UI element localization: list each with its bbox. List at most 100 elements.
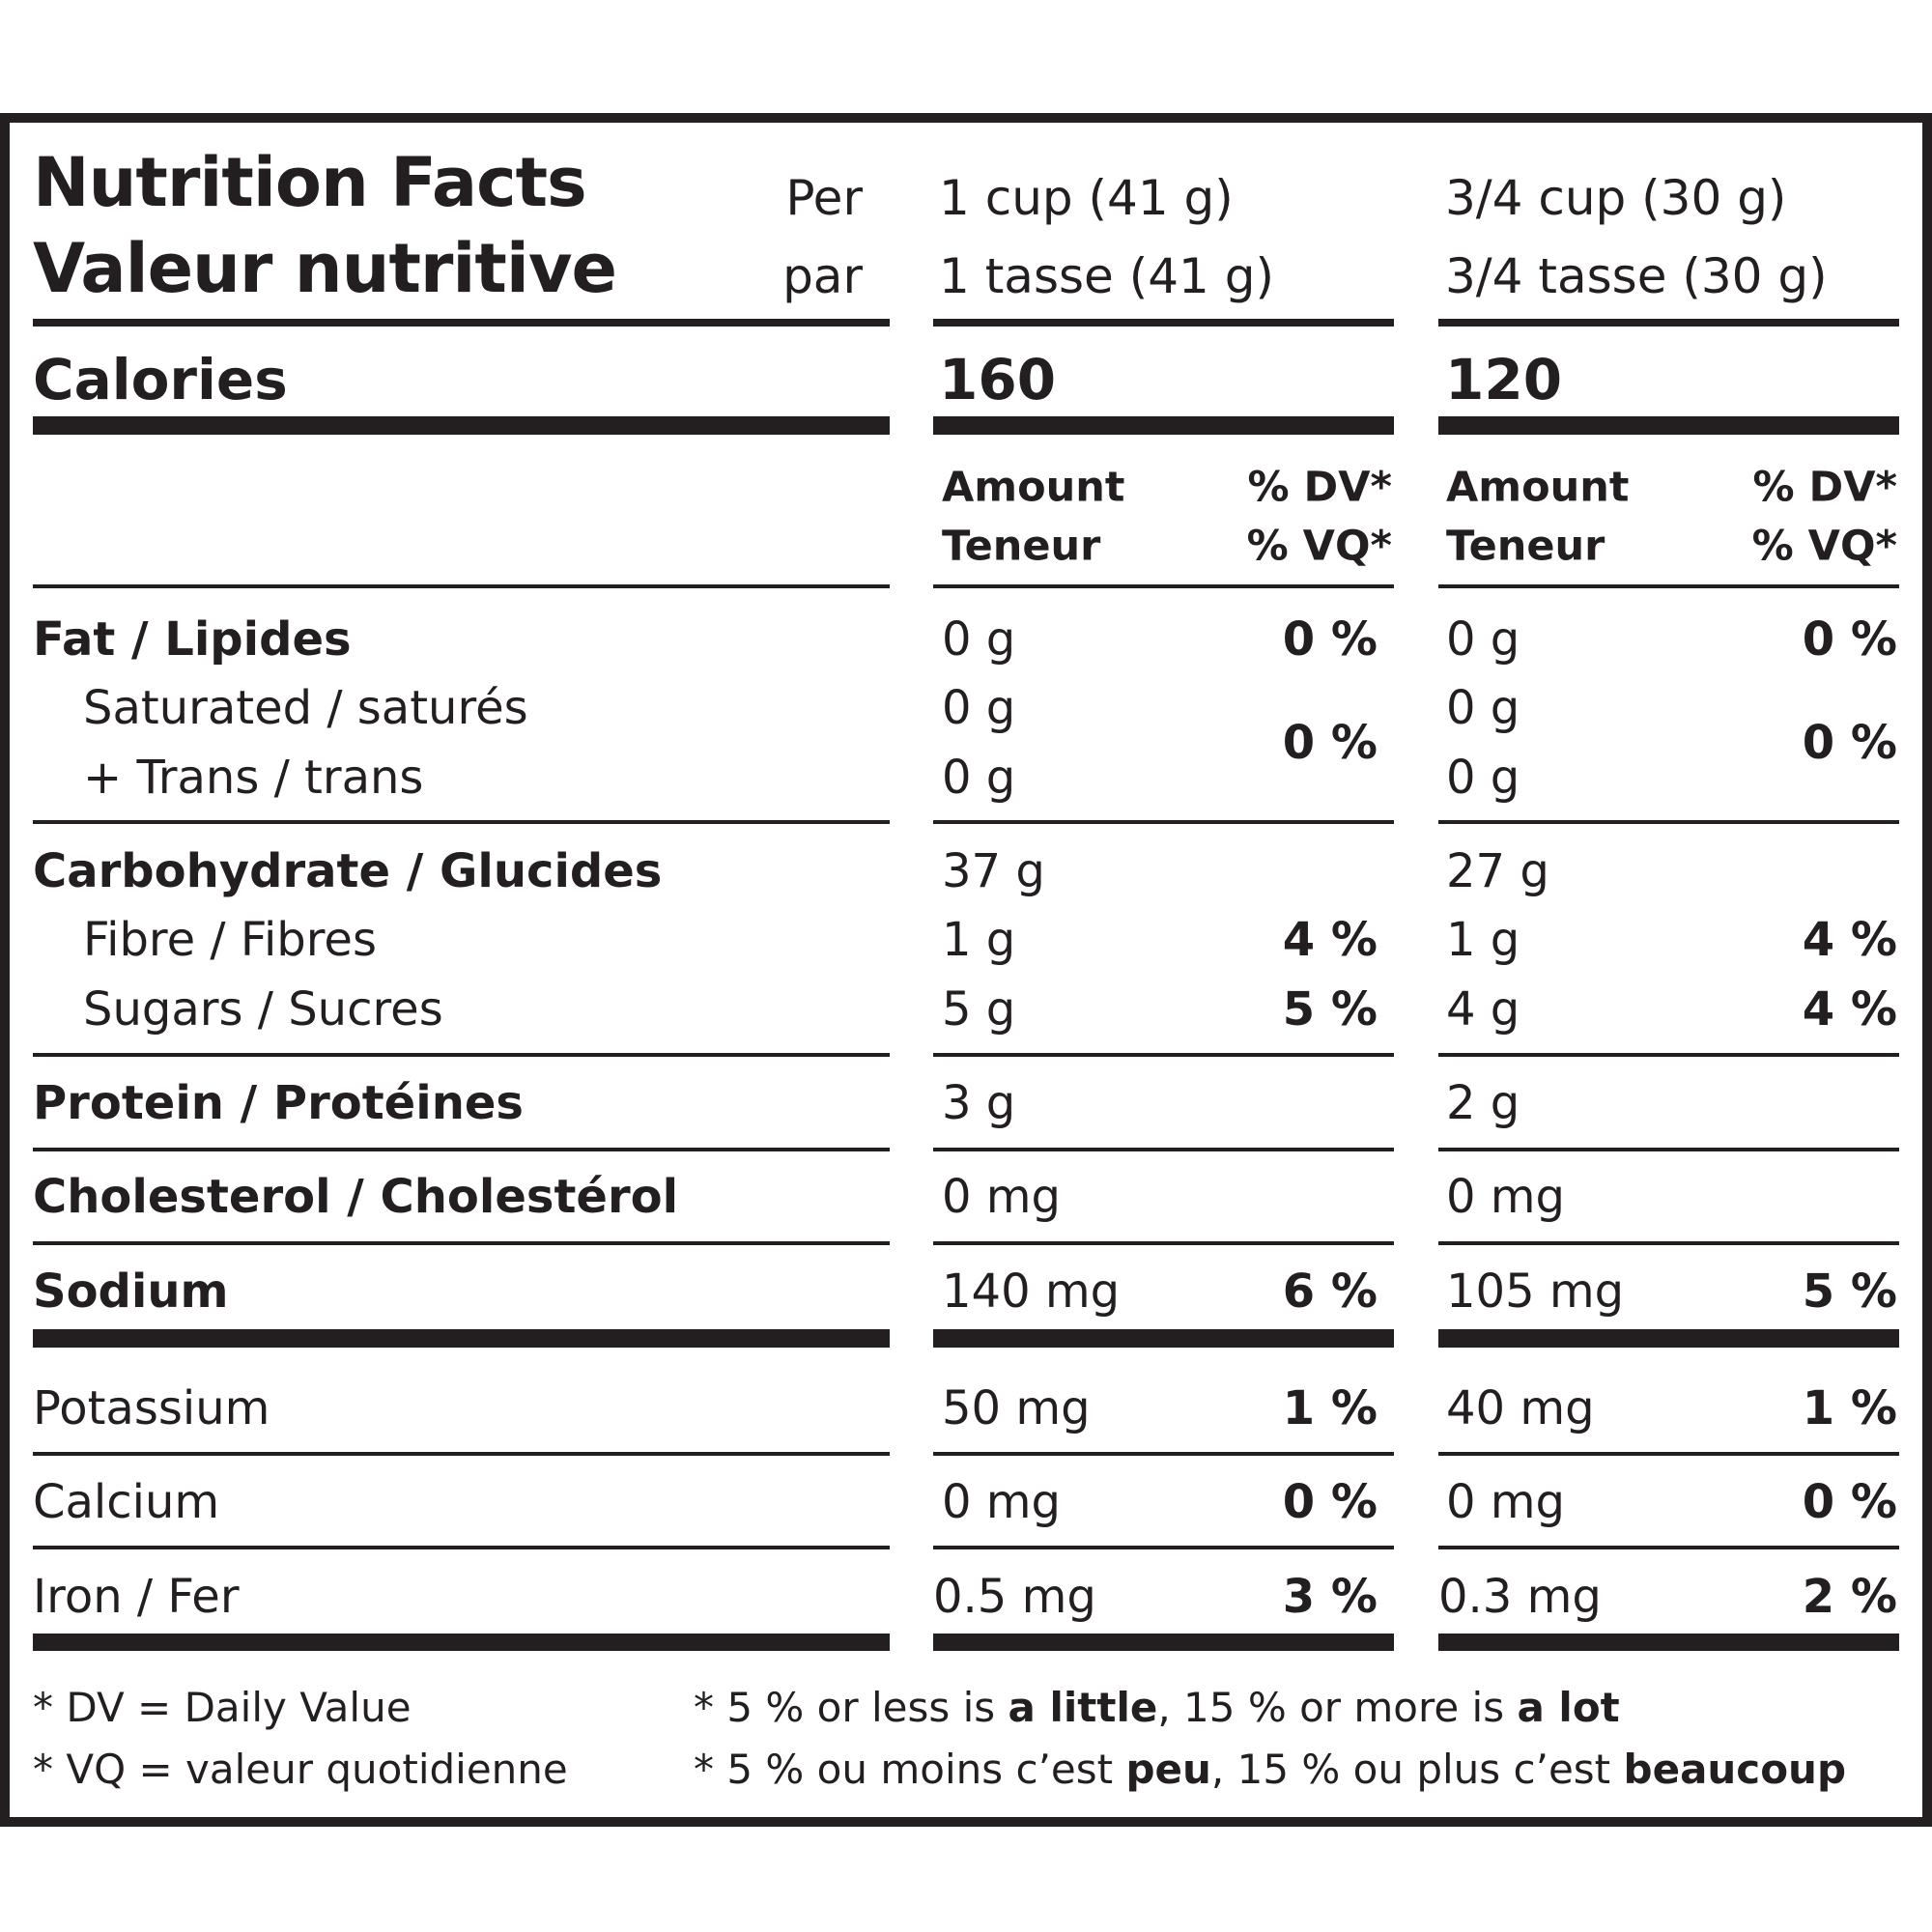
calories-value-1: 160 [939,347,1057,412]
amount-1: 3 g [942,1076,1016,1130]
fn-text: * 5 % or less is [694,1684,1009,1731]
calories-value-2: 120 [1445,347,1563,412]
dv-en-2: % DV* [1752,463,1897,512]
nutrient-label: Sodium [33,1264,229,1319]
divider [1438,319,1899,327]
amount-2: 40 mg [1446,1381,1595,1435]
nutrient-label: Saturated / saturés [83,681,528,735]
divider [1438,1546,1899,1549]
divider [933,1634,1394,1651]
amount-1: 0 g [942,751,1016,805]
amount-2: 0 mg [1446,1475,1566,1529]
amount-1: 1 g [942,913,1016,967]
nutrient-label: + Trans / trans [83,751,424,805]
dv-1: 3 % [1282,1570,1378,1624]
amount-2: 2 g [1446,1076,1520,1130]
amount-2: 1 g [1446,913,1520,967]
amount-2: 105 mg [1446,1264,1625,1319]
divider [1438,1053,1899,1057]
fn-text: * 5 % ou moins c’est [694,1746,1126,1793]
vq-fr-1: % VQ* [1246,522,1392,571]
nutrient-label: Iron / Fer [33,1570,240,1624]
divider [933,415,1394,435]
calories-label: Calories [33,347,288,412]
amount-en-2: Amount [1446,463,1630,512]
sat-trans-dv-2: 0 % [1802,716,1897,770]
footnote-en: * 5 % or less is a little, 15 % or more … [694,1688,1620,1728]
fn-bold: a little [1008,1684,1158,1731]
fn-text: , 15 % or more is [1157,1684,1518,1731]
nutrient-label: Sugars / Sucres [83,982,443,1037]
title-en: Nutrition Facts [33,143,587,222]
divider [33,584,890,588]
amount-1: 140 mg [942,1264,1121,1319]
divider [1438,1148,1899,1151]
sat-trans-dv-1: 0 % [1282,716,1378,770]
dv-1: 6 % [1282,1264,1378,1319]
divider [33,1452,890,1456]
divider [933,584,1394,588]
nutrition-facts-table [0,113,1932,1827]
nutrient-label: Carbohydrate / Glucides [33,844,663,898]
dv-2: 2 % [1802,1570,1897,1624]
amount-1: 0 g [942,681,1016,735]
divider [33,1328,890,1348]
nutrient-label: Potassium [33,1381,270,1435]
nutrient-label: Fibre / Fibres [83,913,377,967]
title-fr: Valeur nutritive [33,229,617,308]
serving1-fr: 1 tasse (41 g) [939,248,1274,304]
divider [33,1053,890,1057]
divider [1438,415,1899,435]
amount-2: 27 g [1446,844,1549,898]
dv-1: 0 % [1282,612,1378,667]
dv-2: 4 % [1802,913,1897,967]
dv-2: 0 % [1802,1475,1897,1529]
serving1-en: 1 cup (41 g) [939,170,1234,226]
dv-1: 4 % [1282,913,1378,967]
amount-1: 37 g [942,844,1045,898]
per-fr: par [782,248,863,304]
divider [33,1148,890,1151]
amount-1: 0 g [942,612,1016,667]
nutrient-label: Fat / Lipides [33,612,352,667]
divider [33,1546,890,1549]
per-en: Per [785,170,863,226]
divider [933,1546,1394,1549]
divider [33,1634,890,1651]
amount-1: 5 g [942,982,1016,1037]
amount-2: 0 g [1446,612,1520,667]
divider [1438,1634,1899,1651]
divider [933,820,1394,824]
dv-2: 0 % [1802,612,1897,667]
fn-bold: peu [1125,1746,1211,1793]
divider [33,319,890,327]
amount-1: 0 mg [942,1475,1062,1529]
nutrient-label: Cholesterol / Cholestérol [33,1170,679,1224]
fn-bold: beaucoup [1623,1746,1847,1793]
divider [1438,820,1899,824]
amount-fr-1: Teneur [942,522,1101,571]
dv-1: 1 % [1282,1381,1378,1435]
divider [1438,1452,1899,1456]
dv-2: 4 % [1802,982,1897,1037]
dv-1: 0 % [1282,1475,1378,1529]
amount-1: 0.5 mg [933,1570,1096,1624]
dv-2: 1 % [1802,1381,1897,1435]
amount-fr-2: Teneur [1446,522,1605,571]
divider [933,1241,1394,1245]
footnote-fr: * 5 % ou moins c’est peu, 15 % ou plus c… [694,1749,1846,1790]
fn-bold: a lot [1517,1684,1620,1731]
divider [933,1328,1394,1348]
amount-2: 0.3 mg [1438,1570,1602,1624]
serving2-en: 3/4 cup (30 g) [1445,170,1787,226]
amount-1: 0 mg [942,1170,1062,1224]
vq-fr-2: % VQ* [1751,522,1897,571]
divider [33,1241,890,1245]
footnote-dv: * DV = Daily Value [33,1684,412,1731]
amount-en-1: Amount [942,463,1125,512]
dv-1: 5 % [1282,982,1378,1037]
divider [933,1452,1394,1456]
divider [33,415,890,435]
nutrient-label: Protein / Protéines [33,1076,524,1130]
dv-en-1: % DV* [1247,463,1392,512]
